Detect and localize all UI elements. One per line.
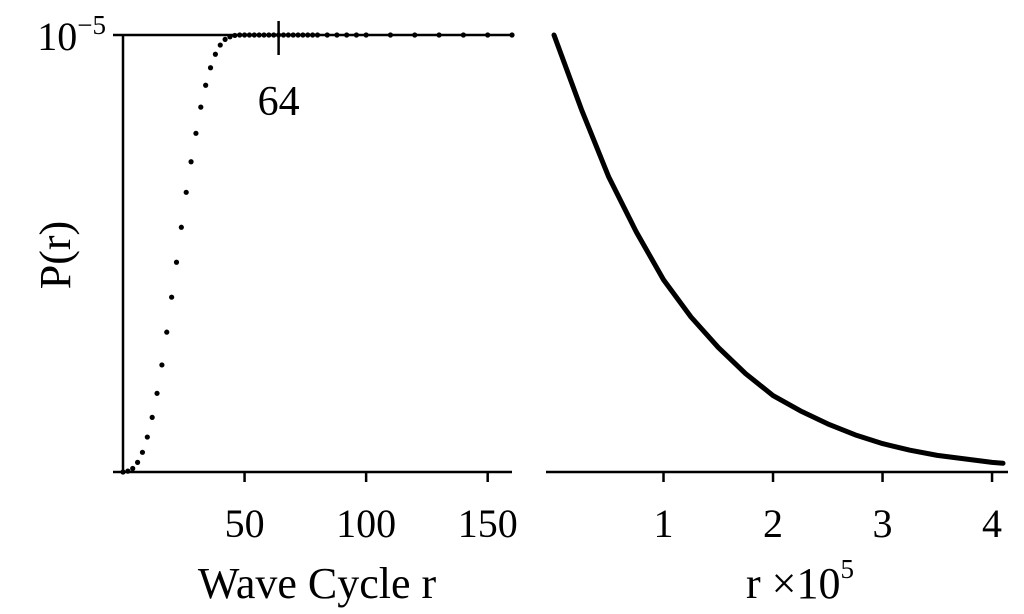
data-point xyxy=(266,32,272,38)
annotation-group: 64 xyxy=(258,21,300,125)
right-panel: 1 2 3 4 r ×105 xyxy=(546,32,1008,608)
data-point xyxy=(353,32,359,38)
left-x-axis-label: Wave Cycle r xyxy=(198,559,437,608)
data-point xyxy=(310,32,316,38)
x-tick-label: 4 xyxy=(982,501,1002,546)
x-tick-label: 150 xyxy=(458,501,518,546)
right-x-axis-label-exponent: 5 xyxy=(840,554,854,584)
data-point xyxy=(237,32,243,38)
data-point xyxy=(485,32,491,38)
right-series-line xyxy=(551,32,1006,466)
data-point xyxy=(232,32,238,39)
data-point xyxy=(227,34,233,40)
data-point xyxy=(241,32,248,38)
data-point xyxy=(164,329,170,335)
data-point xyxy=(251,32,257,38)
data-point xyxy=(149,414,155,420)
data-point xyxy=(305,32,311,38)
data-point xyxy=(246,32,253,38)
data-point xyxy=(212,51,218,57)
y-top-label: 10−5 xyxy=(37,10,106,59)
right-x-axis-label: r ×105 xyxy=(746,554,854,608)
data-point xyxy=(295,32,301,38)
data-point xyxy=(188,159,194,165)
data-point xyxy=(139,449,146,455)
data-point xyxy=(285,32,291,38)
data-point xyxy=(271,32,277,38)
annotation-label: 64 xyxy=(258,79,300,125)
data-point xyxy=(169,294,175,300)
data-point xyxy=(130,465,136,472)
data-point xyxy=(436,32,442,38)
data-point xyxy=(207,65,214,71)
data-point xyxy=(217,42,223,48)
left-panel: 50 100 150 64 10−5 P(r) Wave Cycle r xyxy=(31,10,518,608)
data-point xyxy=(154,390,160,396)
data-point xyxy=(300,32,306,38)
data-point xyxy=(134,459,141,465)
left-y-axis-label: P(r) xyxy=(31,221,80,289)
data-point xyxy=(387,32,394,38)
data-point xyxy=(509,32,515,38)
data-point xyxy=(120,469,126,475)
data-point xyxy=(178,224,184,230)
x-tick-label: 3 xyxy=(873,501,893,546)
x-tick-label: 100 xyxy=(336,501,396,546)
data-point xyxy=(363,32,369,38)
data-point xyxy=(203,82,209,88)
data-point xyxy=(125,468,131,474)
data-point xyxy=(412,32,418,38)
data-point xyxy=(460,32,466,38)
y-top-exponent: −5 xyxy=(77,10,106,40)
data-point xyxy=(290,32,296,38)
data-point xyxy=(256,32,262,38)
data-point xyxy=(334,32,340,38)
data-point xyxy=(159,362,165,368)
x-tick-label: 2 xyxy=(763,501,783,546)
x-tick-label: 1 xyxy=(654,501,674,546)
data-point xyxy=(344,32,350,38)
data-point xyxy=(198,104,204,110)
data-point xyxy=(280,32,287,38)
data-point xyxy=(144,434,150,440)
data-point xyxy=(314,32,321,38)
data-point xyxy=(261,32,267,38)
data-point xyxy=(183,189,189,195)
right-x-ticks: 1 2 3 4 xyxy=(654,472,1002,546)
x-tick-label: 50 xyxy=(225,501,265,546)
data-point xyxy=(173,259,180,265)
data-point xyxy=(324,32,330,38)
data-point xyxy=(222,36,228,42)
data-point xyxy=(193,130,199,136)
y-top-base: 10 xyxy=(37,14,77,59)
left-x-ticks: 50 100 150 xyxy=(225,472,518,546)
left-series-points xyxy=(120,32,515,475)
right-x-axis-label-text: r ×10 xyxy=(746,559,840,608)
